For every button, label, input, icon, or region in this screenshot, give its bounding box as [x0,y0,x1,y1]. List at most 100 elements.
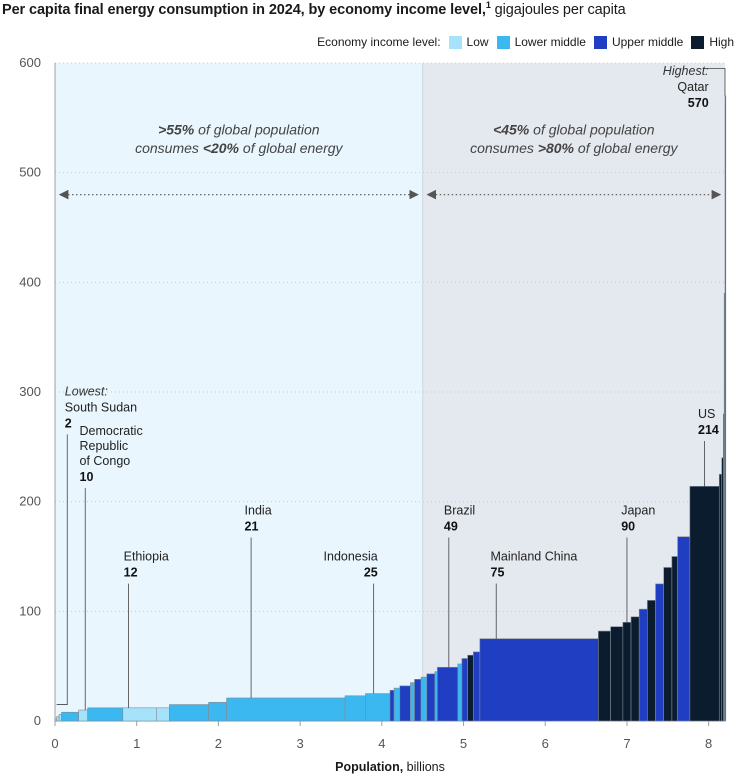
bar-segment-36 [677,536,691,722]
y-tick-label-500: 500 [19,165,41,180]
bar-segment-34 [663,567,673,722]
bar-segment-8 [169,704,209,722]
annotation-india-value: 21 [245,520,259,534]
annotation-south-sudan-prefix: Lowest: [65,384,108,398]
annotation-qatar-value: 570 [688,96,709,110]
annotation-brazil: Brazil 49 [444,504,475,668]
region-text-left-line1: >55% of global population [158,121,320,137]
annotation-qatar-label-0: Qatar [677,80,708,94]
x-tick-label-8: 8 [705,736,712,751]
legend-item-upper-middle: Upper middle [593,35,684,49]
bar-segment-26 [479,638,599,722]
annotation-qatar-leader [704,68,726,96]
x-tick-label-5: 5 [460,736,467,751]
y-tick-label-100: 100 [19,603,41,618]
annotation-drc-label-2: of Congo [80,454,131,468]
bar-segment-17 [414,679,422,722]
annotation-qatar-prefix: Highest: [663,64,709,78]
x-tick-label-1: 1 [133,736,140,751]
bar-segment-25 [473,651,481,722]
bar-segment-32 [647,600,656,722]
x-tick-label-3: 3 [297,736,304,751]
bar-segment-14 [393,687,401,722]
annotation-south-sudan-value: 2 [65,416,72,430]
x-tick-label-2: 2 [215,736,222,751]
y-tick-label-300: 300 [19,384,41,399]
bar-segment-6 [122,707,157,722]
bar-segment-30 [630,616,640,722]
bar-segment-35 [671,556,678,722]
annotation-india-label-0: India [245,504,272,518]
bar-segment-16 [410,682,415,722]
legend-swatch-low [448,35,462,49]
x-tick-label-0: 0 [51,736,58,751]
x-tick-label-6: 6 [542,736,549,751]
region-text-right-line2: consumes >80% of global energy [470,140,678,156]
region-text-left-line2: consumes <20% of global energy [135,140,343,156]
bar-segment-1 [56,716,60,722]
bar-segment-12 [365,693,391,722]
chart-title-main: Per capita final energy consumption in 2… [2,1,486,18]
bar-segment-21 [437,666,459,722]
annotation-indonesia-value: 25 [364,566,378,580]
bar-segment-10 [226,697,346,722]
legend-text-high: High [709,35,734,49]
legend-item-lower-middle: Lower middle [496,35,586,49]
y-tick-label-400: 400 [19,274,41,289]
bar-segment-11 [344,695,366,722]
annotation-qatar: Highest: Qatar 570 [663,64,726,110]
bar-segment-31 [638,608,648,722]
chart-title: Per capita final energy consumption in 2… [2,0,626,18]
region-left-background [55,63,423,721]
annotation-china-label-0: Mainland China [491,550,578,564]
x-axis-label: Population, billions [335,760,445,774]
bar-segment-2 [58,714,62,722]
bar-segment-7 [156,707,170,722]
annotation-us-label-0: US [698,407,715,421]
footnote-marker: 1 [485,0,491,10]
legend-text-upper-middle: Upper middle [611,35,684,49]
bar-segment-37 [689,486,720,722]
annotation-drc-value: 10 [80,470,94,484]
y-tick-label-200: 200 [19,494,41,509]
y-tick-label-600: 600 [19,55,41,70]
bar-segment-33 [655,583,665,722]
annotation-ethiopia: Ethiopia 12 [124,550,169,708]
annotation-brazil-value: 49 [444,520,458,534]
bar-segment-5 [87,707,124,722]
bar-segment-27 [598,630,611,722]
annotation-south-sudan: Lowest: South Sudan 2 [56,384,137,705]
bar-segment-13 [389,689,395,722]
bar-segment-29 [622,621,632,722]
annotation-us-value: 214 [698,423,719,437]
chart-title-unit: gigajoules per capita [490,1,626,18]
bar-segment-28 [610,626,624,722]
bar-segment-9 [208,702,227,722]
annotation-brazil-label-0: Brazil [444,504,475,518]
bar-segment-38 [718,473,723,722]
annotation-drc-label-1: Republic [80,439,129,453]
bar-segment-22 [457,663,463,722]
bar-segment-42 [724,95,727,722]
annotation-india: India 21 [245,504,272,698]
bar-segment-4 [78,709,88,722]
legend-text-low: Low [466,35,489,49]
annotation-south-sudan-leader [56,434,68,705]
legend-item-low: Low [448,35,489,49]
bar-segment-24 [467,654,474,722]
legend-swatch-high [691,35,705,49]
legend-item-high: High [691,35,734,49]
annotation-japan: Japan 90 [621,504,655,623]
x-tick-label-7: 7 [623,736,630,751]
bar-segment-3 [61,711,79,722]
annotation-drc-label-0: Democratic [80,424,143,438]
annotation-ethiopia-value: 12 [124,566,138,580]
annotation-china: Mainland China 75 [491,550,578,639]
bar-segment-20 [434,671,438,722]
legend-text-lower-middle: Lower middle [514,35,586,49]
annotation-japan-label-0: Japan [621,504,655,518]
annotation-indonesia-label-0: Indonesia [324,550,378,564]
annotation-ethiopia-label-0: Ethiopia [124,550,169,564]
annotation-south-sudan-label-0: South Sudan [65,400,137,414]
